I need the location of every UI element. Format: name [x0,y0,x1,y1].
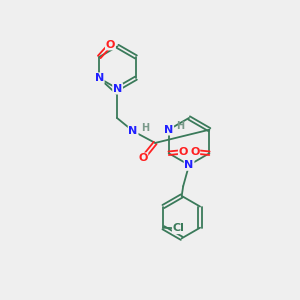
Text: O: O [179,147,188,157]
Text: N: N [164,125,173,135]
Text: Cl: Cl [173,223,184,233]
Text: O: O [190,147,200,157]
Text: O: O [138,153,148,163]
Text: N: N [94,73,104,83]
Text: N: N [128,126,138,136]
Text: N: N [113,84,122,94]
Text: N: N [184,160,194,170]
Text: H: H [176,121,184,131]
Text: H: H [141,123,149,133]
Text: O: O [106,40,115,50]
